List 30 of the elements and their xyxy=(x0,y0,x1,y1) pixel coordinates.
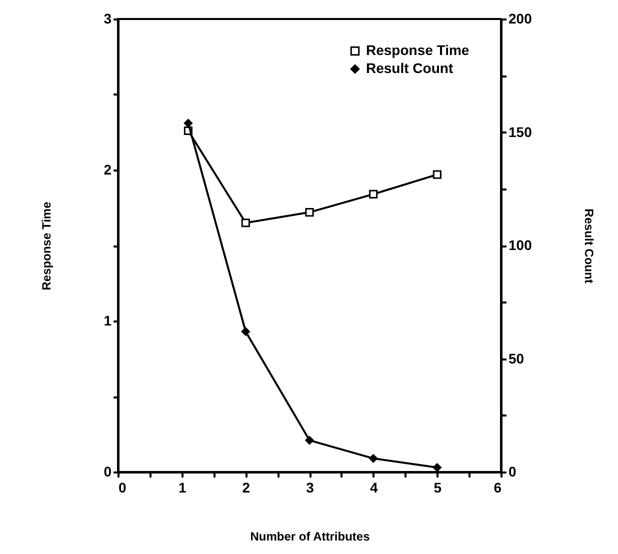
point xyxy=(432,463,442,472)
x-tick-label: 3 xyxy=(306,480,314,496)
x-tick-label: 0 xyxy=(118,480,126,496)
y2-tick-label: 200 xyxy=(508,10,532,26)
legend-label: Result Count xyxy=(366,60,454,76)
point xyxy=(184,118,193,128)
x-tick-label: 1 xyxy=(178,480,186,496)
y-tick-label: 0 xyxy=(104,464,112,480)
legend-label: Response Time xyxy=(366,42,470,58)
point xyxy=(369,190,378,198)
point xyxy=(241,218,250,228)
y-axis-title: Response Time xyxy=(40,201,54,290)
x-tick-label: 4 xyxy=(370,480,378,496)
y2-tick-label: 0 xyxy=(508,464,516,480)
y2-tick-label: 100 xyxy=(508,237,532,253)
y-tick-label: 1 xyxy=(104,312,112,328)
x-tick-label: 2 xyxy=(242,480,250,496)
y2-axis-title: Result Count xyxy=(582,208,596,284)
x-tick-label: 6 xyxy=(494,480,502,496)
y-tick-label: 2 xyxy=(104,162,112,178)
point xyxy=(305,208,314,217)
y-tick-label: 3 xyxy=(104,10,112,26)
point xyxy=(369,454,378,463)
y2-tick-label: 150 xyxy=(508,124,532,140)
x-tick-label: 5 xyxy=(434,480,442,496)
x-axis-title: Number of Attributes xyxy=(250,530,370,544)
point xyxy=(305,436,314,445)
point xyxy=(241,327,250,336)
y2-tick-label: 50 xyxy=(508,350,524,366)
point xyxy=(432,170,442,179)
